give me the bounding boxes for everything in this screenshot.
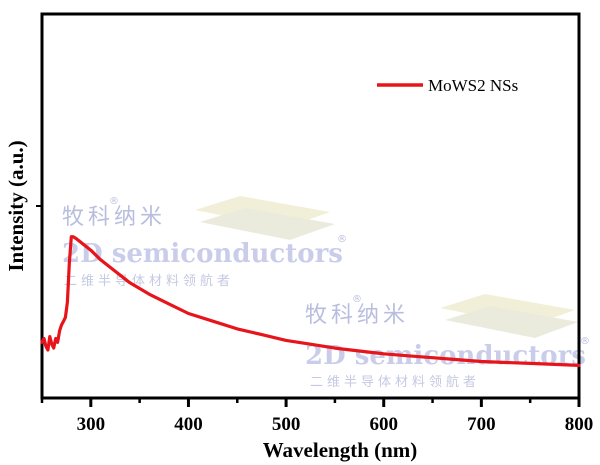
- watermark-2-reg-2: ®: [580, 336, 590, 347]
- legend-label-mows2-nss: MoWS2 NSs: [428, 76, 518, 95]
- watermark-2-reg: ®: [352, 294, 362, 305]
- y-axis-title: Intensity (a.u.): [4, 140, 28, 271]
- watermark-2: 牧科纳米 ® 2D semiconductors ® 二维半导体材料领航者: [305, 294, 590, 390]
- x-tick-label: 300: [77, 414, 106, 435]
- watermark-2-cn: 牧科纳米: [305, 303, 409, 328]
- x-axis-ticks: 300 400 500 600 700 800: [40, 398, 594, 435]
- watermark-1-cn-sub: 二维半导体材料领航者: [64, 273, 234, 289]
- x-tick-label: 600: [369, 414, 398, 435]
- watermark-1: 牧科纳米 ® 2D semiconductors ® 二维半导体材料领航者: [62, 196, 347, 289]
- x-axis-title: Wavelength (nm): [263, 438, 418, 462]
- x-tick-label: 800: [565, 414, 594, 435]
- watermark-2-en: 2D semiconductors: [305, 341, 586, 371]
- x-tick-label: 500: [272, 414, 301, 435]
- watermark-2-cn-sub: 二维半导体材料领航者: [310, 374, 480, 390]
- watermark-2-lattice-icon: [440, 294, 578, 338]
- legend: MoWS2 NSs: [377, 76, 518, 95]
- watermark-1-reg-2: ®: [337, 234, 347, 245]
- watermark-1-reg: ®: [109, 196, 119, 207]
- watermark-1-lattice-icon: [195, 196, 335, 240]
- watermark-1-en: 2D semiconductors: [62, 239, 343, 269]
- watermark-1-cn: 牧科纳米: [62, 205, 166, 230]
- series-line-mows2-nss: [40, 235, 581, 367]
- x-tick-label: 400: [174, 414, 203, 435]
- x-tick-label: 700: [467, 414, 496, 435]
